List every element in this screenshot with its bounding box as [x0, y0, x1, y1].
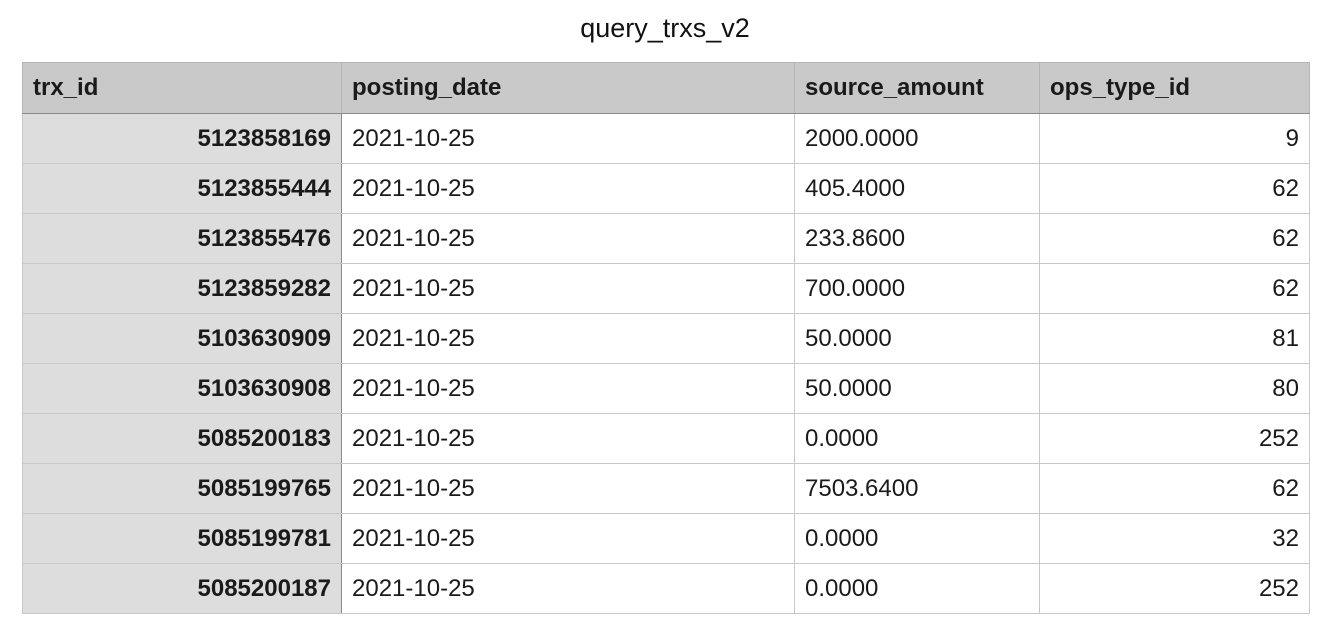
cell-posting-date[interactable]: 2021-10-25 [341, 313, 795, 364]
cell-posting-date[interactable]: 2021-10-25 [341, 113, 795, 164]
cell-trx-id[interactable]: 5123859282 [22, 263, 342, 314]
cell-source-amount[interactable]: 7503.6400 [794, 463, 1040, 514]
header-row: trx_id posting_date source_amount ops_ty… [22, 62, 1310, 114]
table-row: 5123855444 2021-10-25 405.4000 62 [22, 163, 1310, 214]
table-row: 5085199765 2021-10-25 7503.6400 62 [22, 463, 1310, 514]
cell-source-amount[interactable]: 50.0000 [794, 363, 1040, 414]
cell-ops-type-id[interactable]: 252 [1039, 413, 1310, 464]
column-header-source-amount[interactable]: source_amount [794, 62, 1040, 114]
cell-ops-type-id[interactable]: 32 [1039, 513, 1310, 564]
cell-trx-id[interactable]: 5123855476 [22, 213, 342, 264]
cell-ops-type-id[interactable]: 9 [1039, 113, 1310, 164]
cell-ops-type-id[interactable]: 80 [1039, 363, 1310, 414]
cell-trx-id[interactable]: 5123858169 [22, 113, 342, 164]
cell-trx-id[interactable]: 5123855444 [22, 163, 342, 214]
table-row: 5123859282 2021-10-25 700.0000 62 [22, 263, 1310, 314]
column-header-trx-id[interactable]: trx_id [22, 62, 342, 114]
cell-source-amount[interactable]: 50.0000 [794, 313, 1040, 364]
cell-ops-type-id[interactable]: 62 [1039, 463, 1310, 514]
table-row: 5085200187 2021-10-25 0.0000 252 [22, 563, 1310, 614]
cell-ops-type-id[interactable]: 81 [1039, 313, 1310, 364]
sheet-title: query_trxs_v2 [580, 13, 750, 43]
table-row: 5085199781 2021-10-25 0.0000 32 [22, 513, 1310, 564]
table-row: 5123855476 2021-10-25 233.8600 62 [22, 213, 1310, 264]
cell-posting-date[interactable]: 2021-10-25 [341, 213, 795, 264]
cell-trx-id[interactable]: 5085199765 [22, 463, 342, 514]
cell-ops-type-id[interactable]: 62 [1039, 263, 1310, 314]
cell-posting-date[interactable]: 2021-10-25 [341, 163, 795, 214]
data-table: trx_id posting_date source_amount ops_ty… [22, 62, 1310, 614]
table-row: 5103630908 2021-10-25 50.0000 80 [22, 363, 1310, 414]
cell-source-amount[interactable]: 0.0000 [794, 563, 1040, 614]
cell-ops-type-id[interactable]: 62 [1039, 163, 1310, 214]
cell-trx-id[interactable]: 5085200183 [22, 413, 342, 464]
cell-posting-date[interactable]: 2021-10-25 [341, 563, 795, 614]
table-row: 5085200183 2021-10-25 0.0000 252 [22, 413, 1310, 464]
cell-posting-date[interactable]: 2021-10-25 [341, 513, 795, 564]
table-row: 5103630909 2021-10-25 50.0000 81 [22, 313, 1310, 364]
cell-source-amount[interactable]: 2000.0000 [794, 113, 1040, 164]
cell-trx-id[interactable]: 5085199781 [22, 513, 342, 564]
cell-posting-date[interactable]: 2021-10-25 [341, 413, 795, 464]
column-header-posting-date[interactable]: posting_date [341, 62, 795, 114]
cell-source-amount[interactable]: 0.0000 [794, 413, 1040, 464]
cell-ops-type-id[interactable]: 252 [1039, 563, 1310, 614]
cell-source-amount[interactable]: 405.4000 [794, 163, 1040, 214]
column-header-ops-type-id[interactable]: ops_type_id [1039, 62, 1310, 114]
cell-posting-date[interactable]: 2021-10-25 [341, 363, 795, 414]
cell-source-amount[interactable]: 700.0000 [794, 263, 1040, 314]
cell-posting-date[interactable]: 2021-10-25 [341, 463, 795, 514]
table-row: 5123858169 2021-10-25 2000.0000 9 [22, 113, 1310, 164]
cell-trx-id[interactable]: 5103630909 [22, 313, 342, 364]
cell-source-amount[interactable]: 0.0000 [794, 513, 1040, 564]
cell-trx-id[interactable]: 5085200187 [22, 563, 342, 614]
cell-trx-id[interactable]: 5103630908 [22, 363, 342, 414]
cell-posting-date[interactable]: 2021-10-25 [341, 263, 795, 314]
cell-source-amount[interactable]: 233.8600 [794, 213, 1040, 264]
cell-ops-type-id[interactable]: 62 [1039, 213, 1310, 264]
